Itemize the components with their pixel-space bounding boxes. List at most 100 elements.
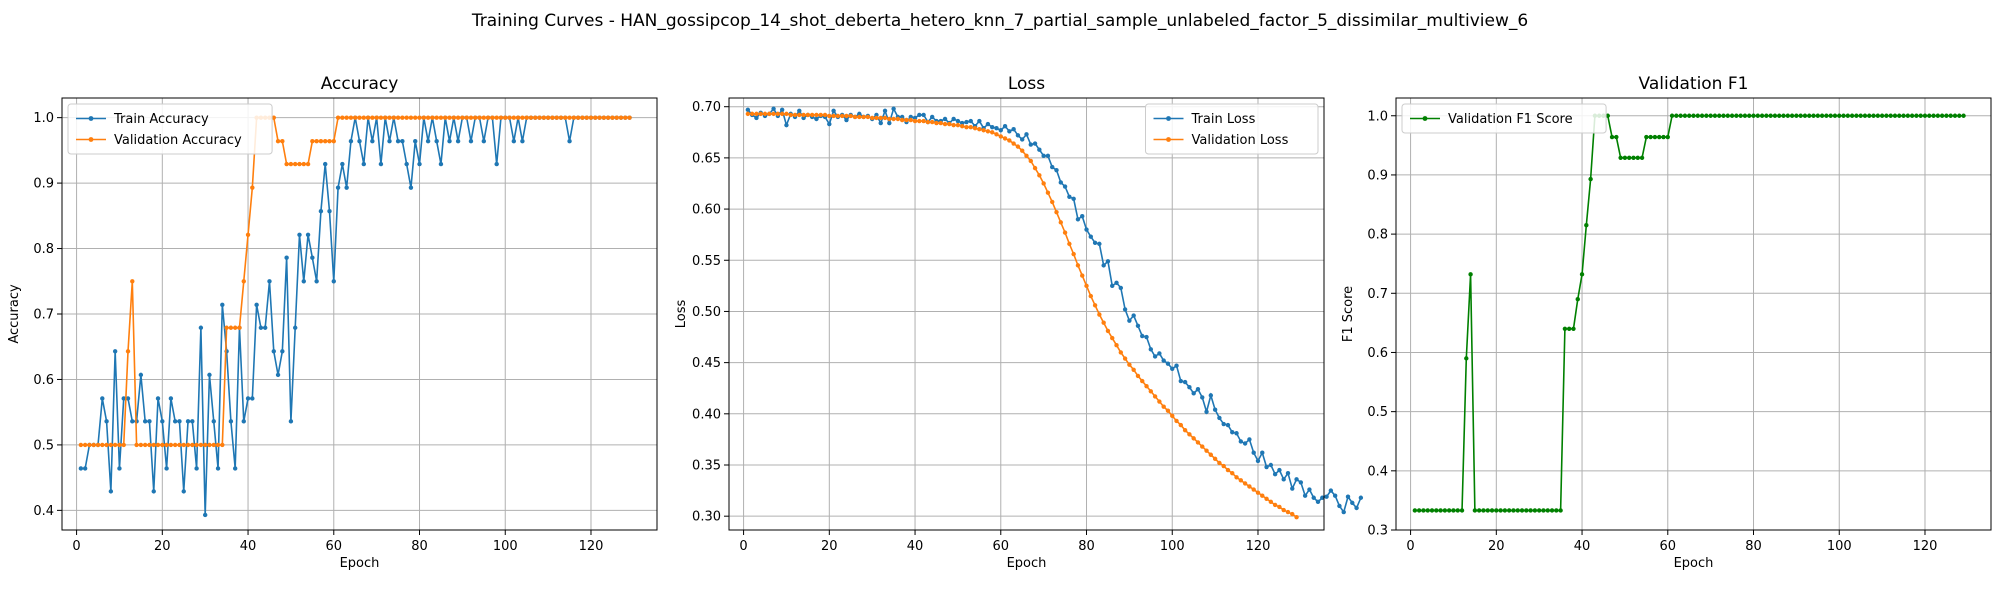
data-point: [451, 115, 457, 120]
data-point: [1652, 134, 1658, 140]
data-point: [117, 442, 122, 448]
data-point: [784, 111, 789, 117]
data-point: [1549, 508, 1555, 513]
data-point: [917, 112, 922, 118]
data-point: [1144, 334, 1149, 340]
data-point: [468, 139, 474, 144]
data-point: [1050, 199, 1055, 205]
data-point: [874, 115, 879, 121]
figure-suptitle: Training Curves - HAN_gossipcop_14_shot_…: [471, 11, 1528, 31]
data-point: [1721, 113, 1726, 118]
data-point: [968, 124, 973, 130]
data-point: [112, 442, 118, 448]
data-point: [168, 442, 174, 448]
data-point: [438, 115, 444, 120]
data-point: [1041, 153, 1046, 159]
data-point: [1148, 389, 1154, 394]
chart-title: Loss: [1008, 74, 1045, 94]
data-point: [425, 139, 431, 144]
data-point: [1648, 134, 1653, 140]
data-point: [318, 209, 324, 214]
data-point: [194, 466, 199, 471]
data-point: [1438, 508, 1443, 513]
data-point: [160, 419, 165, 424]
data-point: [745, 111, 751, 117]
data-point: [1157, 399, 1162, 404]
y-tick-label: 0.65: [692, 151, 721, 166]
data-point: [1204, 409, 1209, 414]
data-point: [464, 115, 469, 120]
data-point: [1011, 127, 1016, 132]
data-point: [1811, 113, 1816, 118]
data-point: [1045, 153, 1051, 159]
data-point: [524, 115, 529, 120]
data-point: [533, 115, 538, 120]
data-point: [1101, 263, 1106, 268]
data-point: [567, 115, 572, 120]
data-point: [1255, 458, 1261, 464]
data-point: [1281, 507, 1286, 513]
data-point: [1045, 190, 1051, 195]
data-point: [130, 279, 135, 284]
data-point: [990, 130, 995, 135]
y-tick-label: 0.9: [33, 177, 54, 192]
data-point: [1566, 326, 1572, 331]
data-point: [404, 115, 409, 120]
data-point: [78, 466, 84, 471]
data-point: [1579, 272, 1585, 277]
data-point: [258, 325, 264, 330]
data-point: [1135, 373, 1141, 379]
data-point: [1729, 113, 1735, 118]
data-point: [827, 113, 832, 119]
axes-frame: [1395, 97, 1992, 531]
data-point: [481, 115, 487, 120]
data-point: [387, 139, 392, 144]
data-point: [275, 372, 281, 378]
data-point: [1738, 113, 1743, 118]
data-point: [1067, 241, 1072, 247]
data-point: [929, 119, 935, 125]
data-point: [494, 161, 499, 167]
data-point: [224, 325, 229, 330]
data-point: [1178, 378, 1184, 384]
data-point: [1494, 508, 1499, 513]
data-point: [1558, 508, 1563, 513]
data-point: [1071, 251, 1076, 257]
data-point: [938, 120, 943, 126]
data-point: [1794, 113, 1799, 118]
data-point: [1208, 452, 1214, 457]
data-point: [468, 115, 474, 120]
data-point: [293, 325, 298, 330]
data-point: [1285, 470, 1291, 476]
data-point: [964, 119, 969, 125]
data-point: [172, 442, 178, 448]
data-point: [1272, 502, 1278, 508]
data-point: [1058, 180, 1063, 185]
data-point: [1255, 490, 1261, 495]
data-point: [1472, 508, 1478, 513]
y-tick-label: 0.7: [1367, 287, 1388, 302]
data-point: [1127, 362, 1132, 367]
data-point: [1320, 495, 1325, 500]
data-point: [809, 112, 815, 118]
data-point: [1118, 350, 1124, 355]
data-point: [1285, 509, 1291, 515]
data-point: [852, 114, 858, 120]
data-point: [1015, 144, 1021, 149]
data-point: [1455, 508, 1460, 513]
data-point: [185, 419, 191, 424]
data-point: [335, 115, 341, 120]
data-point: [951, 122, 956, 128]
x-tick-label: 20: [821, 539, 838, 554]
data-point: [1451, 508, 1456, 513]
data-point: [215, 466, 221, 471]
data-point: [831, 108, 836, 114]
data-point: [1152, 354, 1158, 359]
y-tick-label: 0.35: [692, 458, 721, 473]
data-point: [1854, 113, 1859, 118]
x-tick-label: 120: [1913, 539, 1938, 554]
data-point: [91, 442, 96, 448]
data-point: [1506, 508, 1512, 513]
data-point: [775, 111, 781, 117]
data-point: [172, 419, 178, 424]
